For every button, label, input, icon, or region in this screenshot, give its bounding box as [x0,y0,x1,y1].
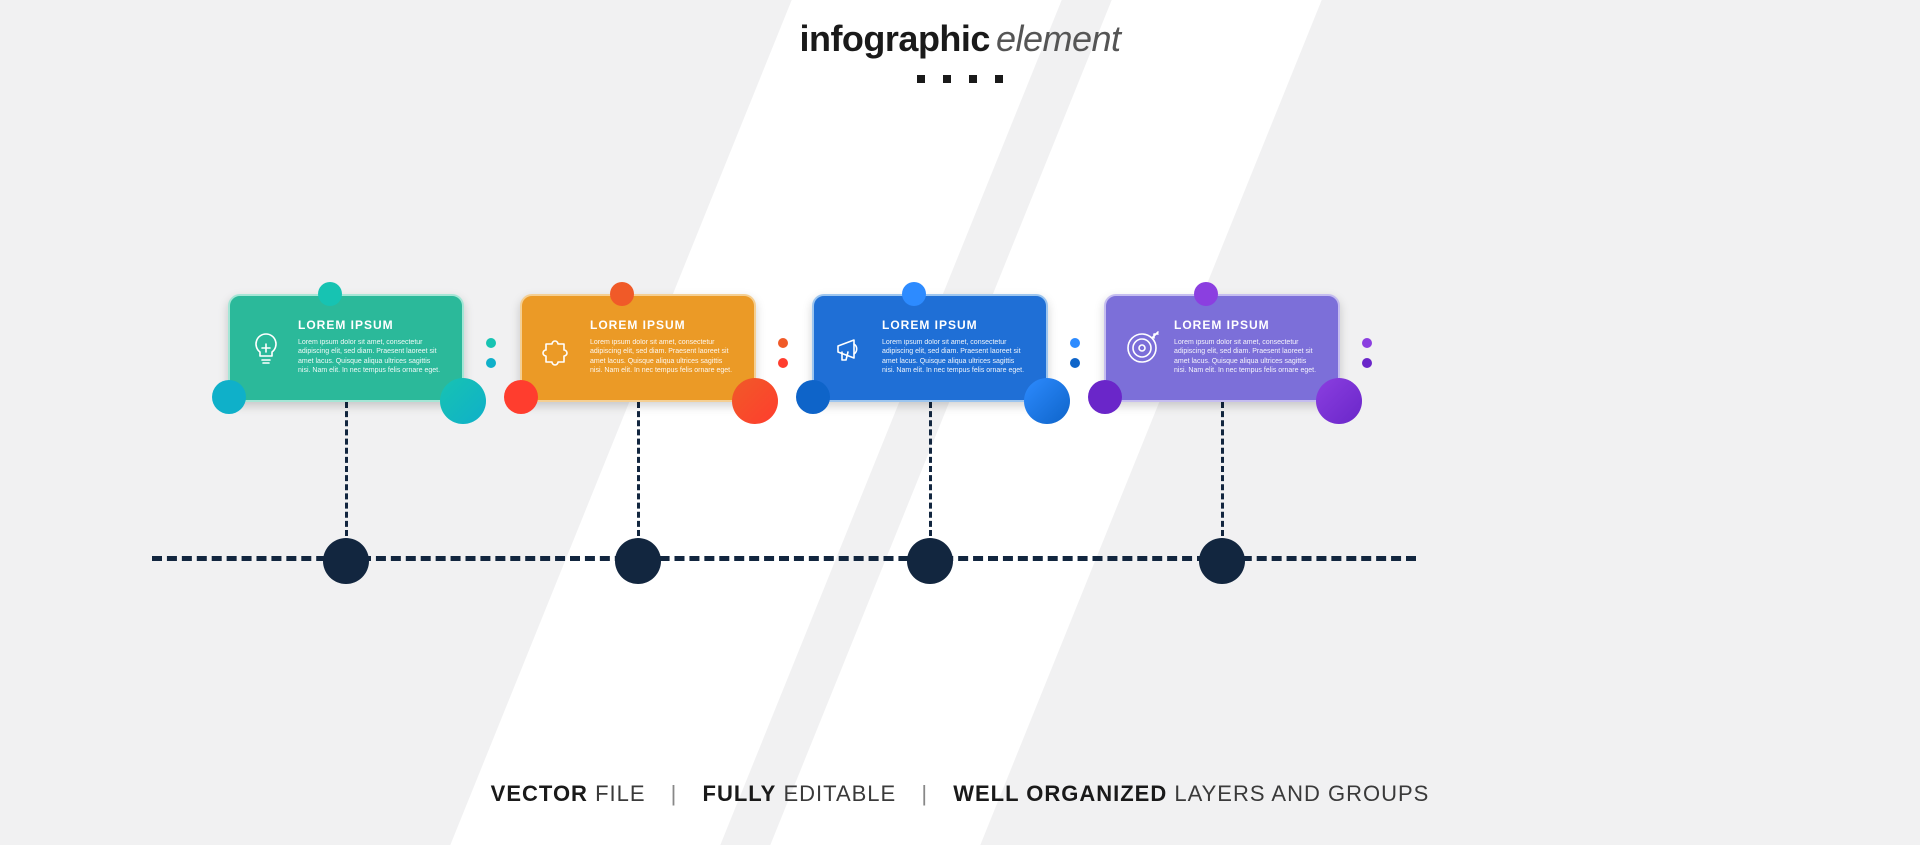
card-heading: LOREM IPSUM [590,318,736,332]
timeline-node-3 [907,538,953,584]
card-heading: LOREM IPSUM [882,318,1028,332]
lightbulb-icon [248,330,284,366]
footer-tagline: VECTOR FILE | FULLY EDITABLE | WELL ORGA… [0,781,1920,807]
step-2: LOREM IPSUM Lorem ipsum dolor sit amet, … [520,294,814,402]
step-3: LOREM IPSUM Lorem ipsum dolor sit amet, … [812,294,1106,402]
step-1: LOREM IPSUM Lorem ipsum dolor sit amet, … [228,294,522,402]
title-dots [0,70,1920,88]
connector-1 [345,402,348,536]
connector-3 [929,402,932,536]
card-body: Lorem ipsum dolor sit amet, consectetur … [882,338,1028,376]
timeline-node-2 [615,538,661,584]
target-icon [1124,330,1160,366]
title-bold: infographic [799,18,990,59]
card-body: Lorem ipsum dolor sit amet, consectetur … [298,338,444,376]
card-body: Lorem ipsum dolor sit amet, consectetur … [1174,338,1320,376]
connector-4 [1221,402,1224,536]
connector-2 [637,402,640,536]
card-body: Lorem ipsum dolor sit amet, consectetur … [590,338,736,376]
puzzle-icon [540,330,576,366]
timeline-axis [152,556,1416,561]
page-title: infographicelement [0,18,1920,88]
background-chevrons [0,0,1920,845]
timeline-node-4 [1199,538,1245,584]
title-italic: element [996,18,1121,59]
card-heading: LOREM IPSUM [1174,318,1320,332]
timeline-node-1 [323,538,369,584]
step-4: LOREM IPSUM Lorem ipsum dolor sit amet, … [1104,294,1398,402]
megaphone-icon [832,330,868,366]
card-heading: LOREM IPSUM [298,318,444,332]
